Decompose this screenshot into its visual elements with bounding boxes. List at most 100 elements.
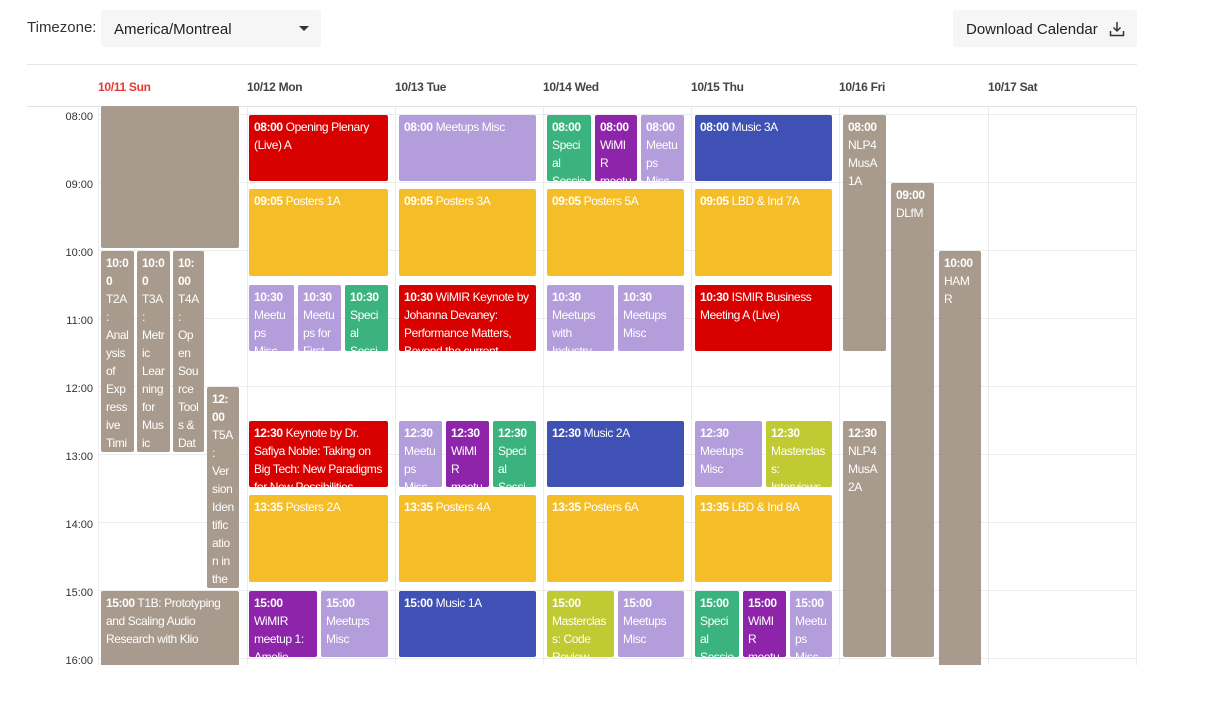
event[interactable]: 08:00 Opening Plenary (Live) A	[249, 115, 388, 181]
event-title: Meetups Misc	[700, 444, 744, 476]
event[interactable]: 12:30 Special Session 3:	[493, 421, 536, 487]
event-title: Meetups Misc	[254, 308, 286, 351]
event[interactable]: 08:00 Special Session 5: Do	[547, 115, 591, 181]
event[interactable]: 15:00 Special Session 7: How	[695, 591, 739, 657]
event-time: 10:30	[700, 290, 729, 304]
event[interactable]: 08:00 Music 3A	[695, 115, 832, 181]
event[interactable]: 10:30 Meetups for First Time	[298, 285, 341, 351]
event[interactable]: 13:35 Posters 2A	[249, 495, 388, 582]
event-title: Posters 3A	[435, 194, 491, 208]
event[interactable]: 09:05 Posters 5A	[547, 189, 684, 276]
event[interactable]: 15:00 Meetups Misc	[321, 591, 388, 657]
event[interactable]: 08:00 Meetups Misc	[399, 115, 536, 181]
calendar: 10/11 Sun 10/12 Mon 10/13 Tue 10/14 Wed 10/1…	[27, 64, 1137, 665]
event[interactable]: 15:00 Meetups Misc	[618, 591, 684, 657]
event-time: 10:30	[303, 290, 332, 304]
event[interactable]: 15:00 WiMIR meetup 1: Amelie	[249, 591, 317, 657]
event[interactable]: 08:00 Meetups Misc	[641, 115, 684, 181]
event[interactable]: 10:00 T2A: Analysis of Expressive Timing…	[101, 251, 134, 452]
event[interactable]: 13:35 Posters 6A	[547, 495, 684, 582]
event-time: 12:30	[254, 426, 283, 440]
event-title: Meetups with Industry	[552, 308, 596, 351]
event[interactable]: 10:30 ISMIR Business Meeting A (Live)	[695, 285, 832, 351]
event-time: 12:30	[451, 426, 480, 440]
event-title: Meetups Misc	[795, 614, 827, 657]
event-time: 15:00	[326, 596, 355, 610]
event-title: Music 2A	[583, 426, 631, 440]
event[interactable]: 10:00 HAMR	[939, 251, 981, 665]
event[interactable]: 12:00 T5A: Version Identification in the…	[207, 387, 239, 588]
event[interactable]: 10:30 Meetups Misc	[618, 285, 684, 351]
event-title: NLP4MusA 2A	[848, 444, 877, 494]
day-header: 10/13 Tue	[395, 80, 447, 94]
event-title: Posters 2A	[285, 500, 341, 514]
event-time: 10:30	[350, 290, 379, 304]
event-title: T3A: Metric Learning for Music Informati…	[142, 292, 165, 450]
event[interactable]: 10:00 T3A: Metric Learning for Music Inf…	[137, 251, 170, 452]
timezone-select[interactable]: America/Montreal	[101, 10, 321, 47]
event[interactable]: 10:30 Special Session 1:	[345, 285, 388, 351]
dropdown-caret	[299, 26, 309, 31]
event-time: 09:05	[700, 194, 729, 208]
event-block[interactable]	[101, 106, 239, 248]
hour-line	[98, 590, 1137, 591]
event[interactable]: 15:00 T1B: Prototyping and Scaling Audio…	[101, 591, 239, 665]
event-title: Opening Plenary (Live) A	[254, 120, 370, 152]
event[interactable]: 15:00 Music 1A	[399, 591, 536, 657]
event-time: 12:30	[552, 426, 581, 440]
event-title: WiMIR meetup 6:	[600, 138, 632, 181]
event[interactable]: 12:30 WiMIR meetup 3:	[446, 421, 489, 487]
event[interactable]: 13:35 LBD & Ind 8A	[695, 495, 832, 582]
event[interactable]: 12:30 Meetups Misc	[399, 421, 442, 487]
event-title: Meetups Misc	[404, 444, 436, 487]
event-title: T2A: Analysis of Expressive Timing in Re…	[106, 292, 129, 450]
event[interactable]: 09:05 LBD & Ind 7A	[695, 189, 832, 276]
event-title: Posters 1A	[285, 194, 341, 208]
event-title: Meetups Misc	[646, 138, 678, 181]
day-header: 10/17 Sat	[988, 80, 1038, 94]
event[interactable]: 08:00 WiMIR meetup 6:	[595, 115, 637, 181]
day-header: 10/14 Wed	[543, 80, 599, 94]
event-title: Special Session 1:	[350, 308, 379, 351]
event-time: 08:00	[700, 120, 729, 134]
event[interactable]: 09:05 Posters 1A	[249, 189, 388, 276]
event-time: 08:00	[600, 120, 629, 134]
event[interactable]: 10:30 Meetups Misc	[249, 285, 294, 351]
event-time: 12:30	[404, 426, 433, 440]
event[interactable]: 09:00 DLfM	[891, 183, 934, 657]
event-title: Posters 4A	[435, 500, 491, 514]
event[interactable]: 15:00 Masterclass: Code Review	[547, 591, 614, 657]
hour-label: 10:00	[65, 247, 93, 259]
event[interactable]: 12:30 Music 2A	[547, 421, 684, 487]
event-time: 09:00	[896, 188, 925, 202]
event[interactable]: 10:00 T4A: Open Source Tools & Data for …	[173, 251, 204, 452]
event-title: Special Session 3:	[498, 444, 527, 487]
hour-line	[98, 114, 1137, 115]
event-title: Special Session 5: Do	[552, 138, 586, 181]
event-time: 09:05	[552, 194, 581, 208]
event-title: Meetups for First Time	[303, 308, 335, 351]
event-time: 13:35	[552, 500, 581, 514]
event[interactable]: 15:00 WiMIR meetup 8:	[743, 591, 786, 657]
event[interactable]: 12:30 Masterclass: Interviews	[766, 421, 832, 487]
download-icon	[1109, 22, 1125, 37]
event[interactable]: 10:30 Meetups with Industry	[547, 285, 614, 351]
event[interactable]: 15:00 Meetups Misc	[790, 591, 832, 657]
event-title: Meetups Misc	[623, 614, 667, 646]
day-header: 10/15 Thu	[691, 80, 744, 94]
event[interactable]: 09:05 Posters 3A	[399, 189, 536, 276]
event-time: 08:00	[848, 120, 877, 134]
event[interactable]: 12:30 Meetups Misc	[695, 421, 762, 487]
event[interactable]: 08:00 NLP4MusA 1A	[843, 115, 886, 351]
event[interactable]: 10:30 WiMIR Keynote by Johanna Devaney: …	[399, 285, 536, 351]
event-title: WiMIR meetup 8:	[748, 614, 780, 657]
event-title: Masterclass: Code Review	[552, 614, 607, 657]
event-time: 09:05	[404, 194, 433, 208]
download-button[interactable]: Download Calendar	[953, 10, 1137, 47]
event-time: 10:30	[623, 290, 652, 304]
event-time: 10:00	[106, 256, 129, 288]
event[interactable]: 12:30 Keynote by Dr. Safiya Noble: Takin…	[249, 421, 388, 487]
event-time: 15:00	[700, 596, 729, 610]
event[interactable]: 12:30 NLP4MusA 2A	[843, 421, 886, 657]
event[interactable]: 13:35 Posters 4A	[399, 495, 536, 582]
